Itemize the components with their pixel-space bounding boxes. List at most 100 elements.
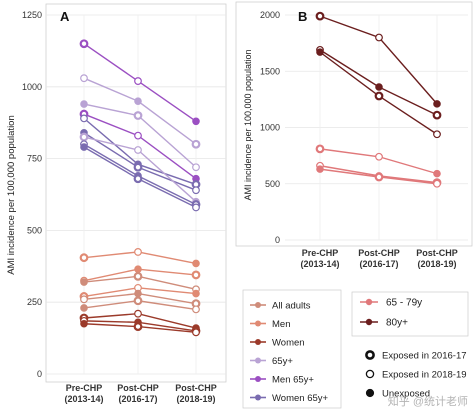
- y-tick-label: 2000: [260, 10, 280, 20]
- legend-item: Men 65y+: [250, 375, 314, 386]
- y-tick-label: 1000: [22, 82, 42, 92]
- legend-item: Unexposed: [365, 389, 430, 400]
- data-point: [80, 143, 88, 151]
- data-point: [133, 271, 143, 281]
- data-point: [432, 110, 442, 120]
- data-point: [134, 131, 142, 140]
- legend-groups: All adults Men Women 65y+ Men 65y+ Women 65y+: [242, 289, 342, 409]
- panel-b-y-axis-label: AMI incidence per 100,000 population: [243, 49, 253, 200]
- data-point: [133, 111, 143, 120]
- data-point: [134, 265, 142, 273]
- data-point: [80, 278, 88, 286]
- legend-item: Women: [250, 338, 305, 349]
- panel-b-y-tick-labels: 0 500 1000 1500 2000: [260, 10, 280, 245]
- data-point: [134, 309, 142, 318]
- data-point: [316, 165, 324, 173]
- data-point: [375, 83, 383, 91]
- panel-a-y-tick-labels: 0 250 500 750 1000 1250: [22, 10, 42, 379]
- y-tick-label: 1000: [260, 123, 280, 133]
- legend-item: 80y+: [360, 318, 408, 329]
- data-point: [192, 305, 200, 314]
- y-tick-label: 500: [27, 225, 42, 235]
- y-tick-label: 1500: [260, 66, 280, 76]
- data-point: [80, 74, 88, 83]
- data-point: [191, 139, 201, 149]
- panel-a-series: [79, 39, 201, 337]
- legend-label: Women 65y+: [272, 393, 329, 404]
- legend-swatch: [255, 394, 261, 401]
- data-point: [192, 186, 200, 195]
- data-point: [79, 39, 89, 49]
- legend-marker-swatch: [365, 369, 375, 379]
- x-tick-label: Pre-CHP (2013-14): [64, 383, 103, 404]
- data-point: [433, 169, 441, 178]
- legend-groups-box: [242, 289, 342, 409]
- data-point: [433, 179, 441, 188]
- data-point: [133, 162, 143, 172]
- data-point: [134, 248, 142, 256]
- legend-item: Exposed in 2016-17: [365, 350, 467, 362]
- panel-a-y-axis-label: AMI incidence per 100,000 population: [6, 115, 17, 275]
- legend-age-groups-box: [351, 291, 469, 337]
- legend-item: Exposed in 2018-19: [365, 369, 467, 381]
- data-point: [133, 296, 143, 306]
- panel-a-x-tick-labels: Pre-CHP (2013-14) Post-CHP (2016-17) Post-CH…: [64, 383, 216, 404]
- data-point: [134, 289, 142, 298]
- data-point: [134, 97, 142, 105]
- x-tick-label: Post-CHP (2016-17): [358, 248, 400, 269]
- x-tick-label: Post-CHP (2016-17): [117, 383, 159, 404]
- data-point: [80, 100, 88, 108]
- legend-swatch: [255, 339, 261, 345]
- x-tick-label: Pre-CHP (2013-14): [300, 248, 339, 269]
- data-point: [192, 328, 200, 337]
- legend-label: All adults: [272, 301, 311, 312]
- legend-label: 65 - 79y: [386, 298, 422, 309]
- legend-swatch: [255, 376, 261, 382]
- legend-label: 80y+: [386, 318, 408, 329]
- legend-label: Exposed in 2016-17: [382, 351, 467, 362]
- panel-b: 0 500 1000 1500 2000 Pre-CHP (2013-14) Post-CH…: [235, 1, 473, 269]
- watermark: 知乎 @统计老师: [388, 394, 468, 408]
- y-tick-label: 250: [27, 297, 42, 307]
- legend-label: Women: [272, 338, 305, 349]
- y-tick-label: 500: [265, 179, 280, 189]
- data-point: [192, 203, 200, 212]
- data-point: [79, 253, 89, 263]
- data-point: [134, 77, 142, 85]
- data-point: [374, 172, 384, 182]
- data-point: [133, 174, 143, 184]
- panel-b-label: B: [298, 9, 307, 24]
- data-point: [134, 146, 142, 154]
- data-point: [374, 91, 384, 101]
- data-point: [80, 114, 88, 123]
- y-tick-label: 0: [275, 235, 280, 245]
- panel-a-label: A: [60, 9, 70, 24]
- legend-swatch: [255, 320, 261, 327]
- data-point: [192, 117, 200, 126]
- panel-a: 0 250 500 750 1000 1250 Pre-CHP (2013-14) Post-…: [6, 3, 227, 404]
- data-point: [80, 319, 88, 328]
- data-point: [192, 259, 200, 268]
- panel-b-x-tick-labels: Pre-CHP (2013-14) Post-CHP (2016-17) Post-CH…: [300, 248, 457, 269]
- legend-label: Men 65y+: [272, 375, 314, 386]
- data-point: [80, 295, 88, 304]
- legend-swatch: [365, 298, 373, 306]
- data-point: [315, 11, 325, 21]
- legend-label: Exposed in 2018-19: [382, 370, 467, 381]
- legend-label: Unexposed: [382, 389, 430, 400]
- data-point: [192, 163, 200, 172]
- legend-age-groups: 65 - 79y 80y+: [351, 291, 469, 337]
- data-point: [191, 270, 201, 280]
- y-tick-label: 750: [27, 154, 42, 164]
- data-point: [133, 322, 143, 332]
- legend-swatch: [365, 318, 373, 326]
- legend-item: 65y+: [250, 356, 293, 367]
- x-tick-label: Post-CHP (2018-19): [175, 383, 217, 404]
- data-point: [375, 152, 383, 161]
- data-point: [79, 132, 89, 142]
- y-tick-label: 0: [37, 369, 42, 379]
- y-tick-label: 1250: [22, 10, 42, 20]
- data-point: [80, 304, 88, 312]
- data-point: [433, 130, 441, 139]
